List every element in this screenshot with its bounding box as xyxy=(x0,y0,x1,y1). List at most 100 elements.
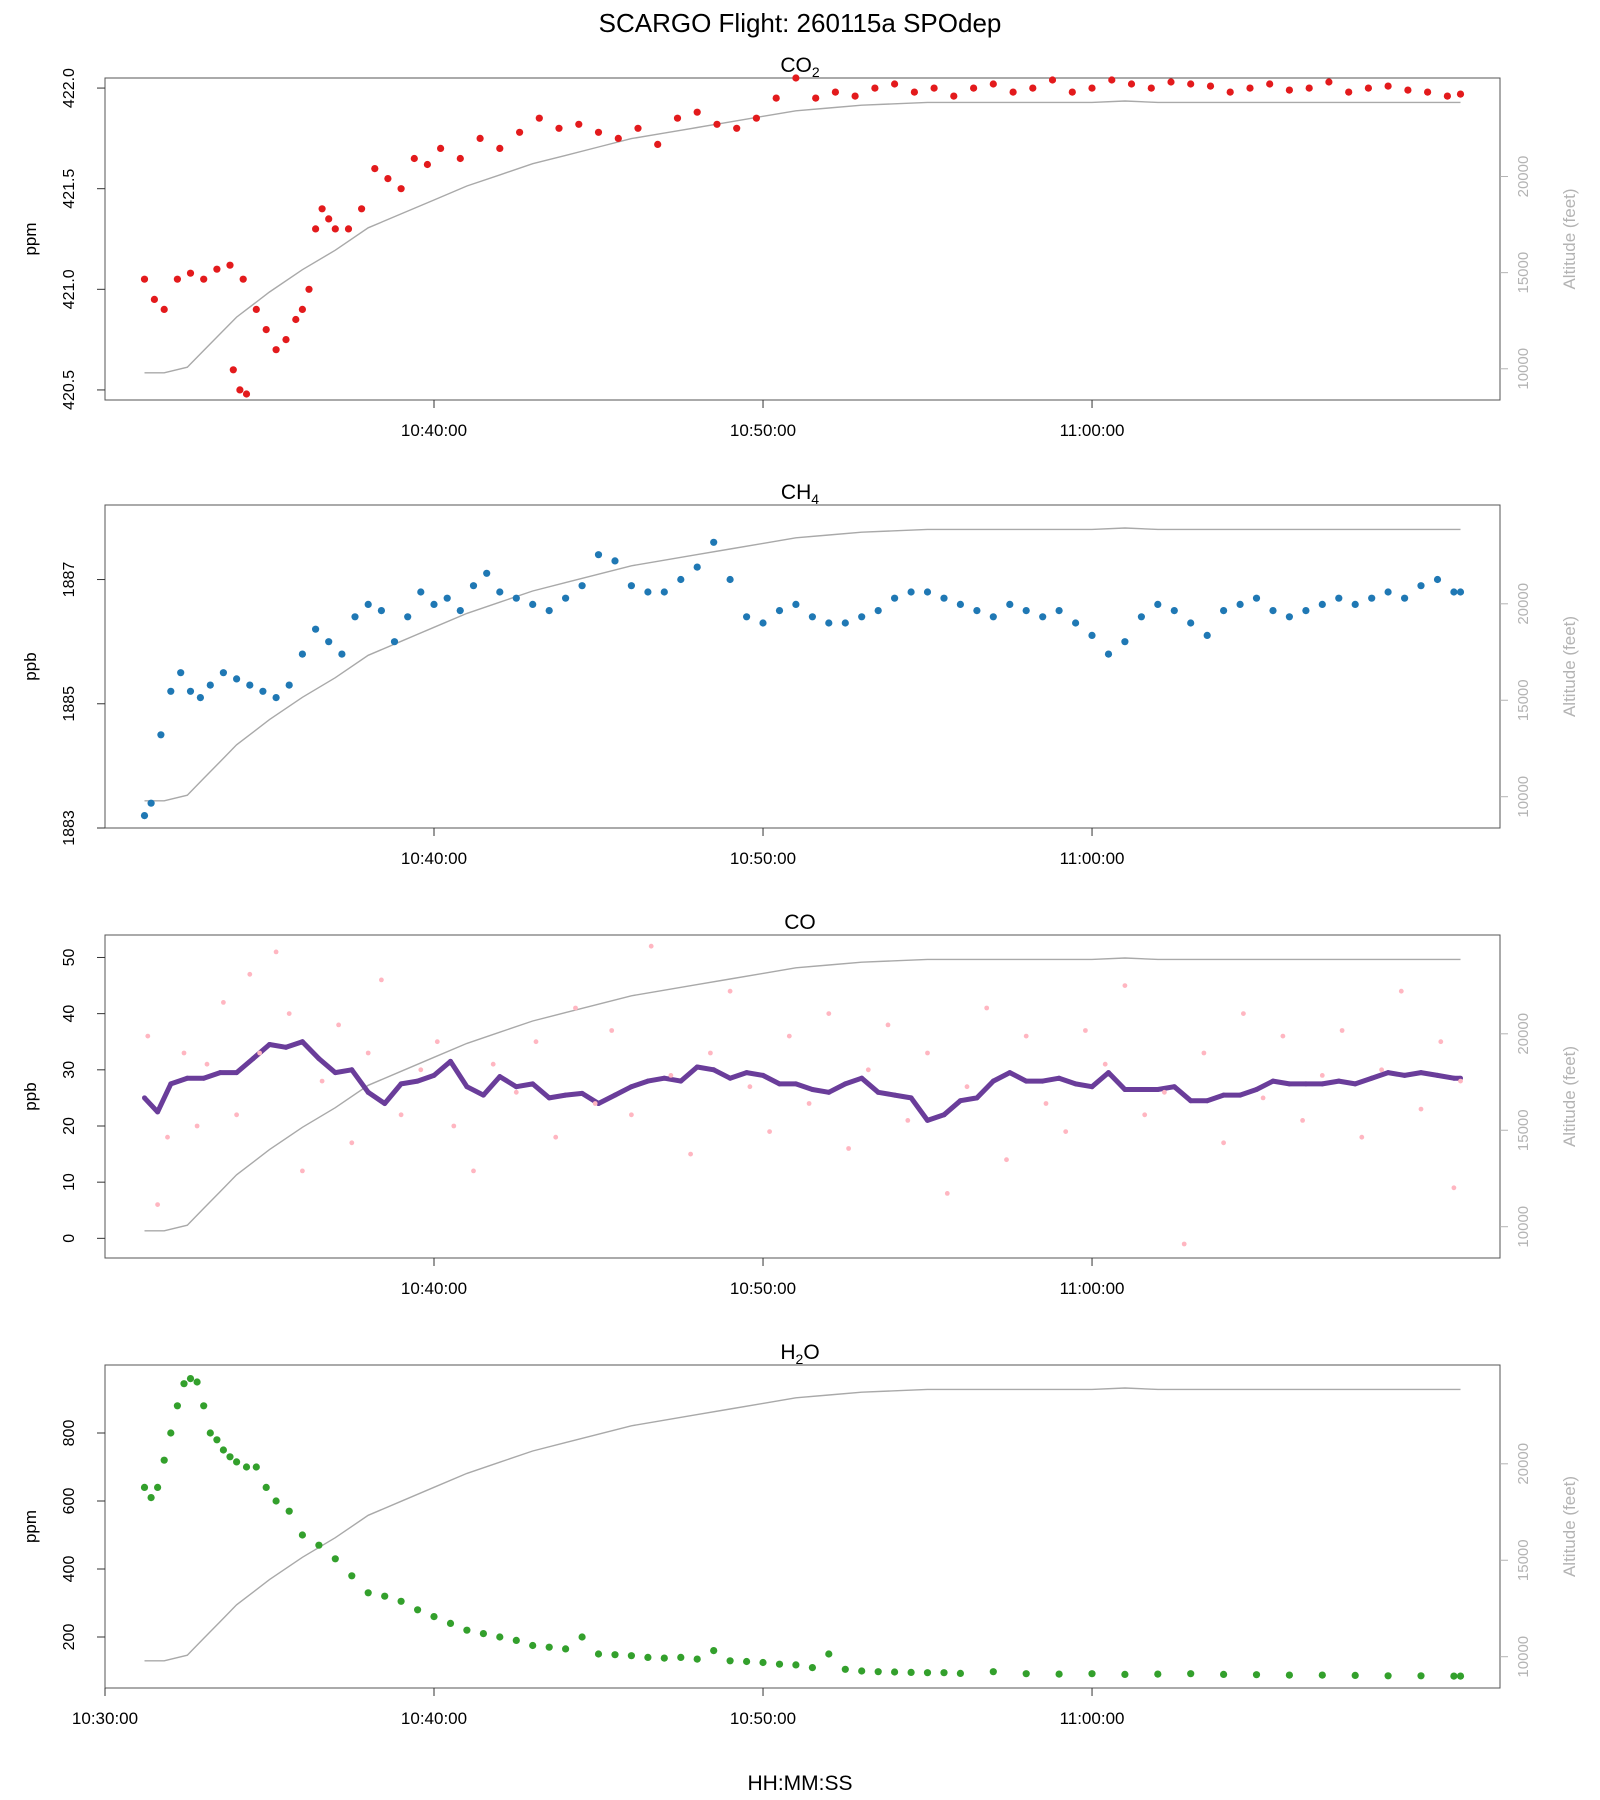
x-tick-label: 10:30:00 xyxy=(72,1709,138,1728)
data-point xyxy=(930,84,938,92)
data-point xyxy=(1458,1078,1463,1084)
data-point xyxy=(448,1058,453,1064)
data-point xyxy=(874,607,882,615)
data-point xyxy=(710,1647,718,1655)
data-point xyxy=(1122,983,1128,988)
data-point xyxy=(430,600,438,609)
data-point xyxy=(1305,84,1313,92)
data-point xyxy=(226,261,234,269)
data-point xyxy=(553,1134,559,1140)
data-point xyxy=(382,1101,388,1106)
data-point xyxy=(186,269,195,277)
data-point xyxy=(257,1050,262,1056)
data-point xyxy=(874,1668,882,1676)
y2-axis-label: Altitude (feet) xyxy=(1560,1476,1579,1577)
series-co-raw xyxy=(145,943,1463,1247)
y-tick-label: 420.5 xyxy=(61,370,78,410)
data-point xyxy=(298,650,306,658)
figure-title: SCARGO Flight: 260115a SPOdep xyxy=(599,8,1002,38)
data-point xyxy=(1088,1670,1096,1678)
y2-tick-label: 15000 xyxy=(1515,252,1532,294)
data-point xyxy=(331,225,339,233)
data-point xyxy=(1252,1671,1261,1679)
data-point xyxy=(358,205,366,213)
data-point xyxy=(644,1653,652,1661)
data-point xyxy=(984,1005,990,1011)
data-point xyxy=(483,569,491,577)
data-point xyxy=(1246,84,1254,92)
data-point xyxy=(1043,1101,1049,1106)
data-point xyxy=(1204,1098,1210,1104)
y-tick-label: 400 xyxy=(61,1556,78,1583)
data-point xyxy=(1369,1075,1375,1081)
data-point xyxy=(964,1084,970,1090)
data-point xyxy=(1236,600,1244,609)
y-axis-label: ppm xyxy=(21,1510,40,1543)
data-point xyxy=(1055,607,1063,615)
y2-axis-label: Altitude (feet) xyxy=(1560,188,1579,289)
data-point xyxy=(1040,1078,1046,1084)
data-point xyxy=(456,154,464,163)
data-point xyxy=(200,275,208,283)
data-point xyxy=(760,1072,766,1078)
data-point xyxy=(167,1429,175,1437)
data-point xyxy=(535,114,543,122)
data-point xyxy=(160,1456,168,1464)
data-point xyxy=(1108,76,1116,84)
data-point xyxy=(1106,1070,1111,1076)
data-point xyxy=(1384,588,1392,596)
data-point xyxy=(451,1123,457,1129)
data-point xyxy=(677,575,685,584)
data-point xyxy=(529,600,537,609)
data-point xyxy=(634,124,642,132)
data-point xyxy=(262,1483,270,1491)
data-point xyxy=(923,588,932,596)
data-point xyxy=(1102,1061,1108,1067)
data-point xyxy=(1220,1670,1228,1678)
data-point xyxy=(147,1494,155,1502)
data-point xyxy=(246,681,254,689)
data-point xyxy=(1181,1241,1187,1247)
data-point xyxy=(193,1378,201,1386)
data-point xyxy=(892,1092,898,1098)
data-point xyxy=(1022,1670,1030,1678)
data-point xyxy=(891,1668,899,1676)
panel-title-main: CO xyxy=(780,54,812,77)
data-point xyxy=(298,305,306,313)
y-tick-label: 422.0 xyxy=(61,68,78,108)
data-point xyxy=(925,1050,930,1056)
data-point xyxy=(891,594,899,602)
data-point xyxy=(733,124,741,132)
series-co-smoothed xyxy=(142,1039,1463,1123)
data-point xyxy=(150,295,158,303)
data-point xyxy=(694,1064,700,1070)
data-point xyxy=(858,1667,866,1675)
data-point xyxy=(891,80,899,88)
data-point xyxy=(186,1375,195,1383)
panel-title: CO xyxy=(784,911,816,934)
data-point xyxy=(578,582,586,590)
x-tick-label: 10:40:00 xyxy=(401,849,467,868)
y-tick-label: 1883 xyxy=(61,810,78,846)
data-point xyxy=(759,1658,767,1667)
data-point xyxy=(660,1654,668,1662)
data-point xyxy=(1404,86,1412,94)
y2-tick-label: 15000 xyxy=(1515,1539,1532,1581)
y-tick-label: 50 xyxy=(61,948,78,966)
data-point xyxy=(727,1075,733,1081)
data-point xyxy=(204,1061,210,1067)
data-point xyxy=(925,1117,930,1123)
data-point xyxy=(611,557,619,565)
data-point xyxy=(644,588,652,596)
data-point xyxy=(365,1050,371,1056)
data-point xyxy=(941,1112,947,1118)
data-point xyxy=(711,1067,717,1073)
data-point xyxy=(262,326,270,334)
x-tick-label: 11:00:00 xyxy=(1060,1279,1125,1298)
y2-tick-label: 20000 xyxy=(1515,583,1532,625)
data-point xyxy=(950,92,958,100)
data-point xyxy=(1384,1672,1392,1680)
data-point xyxy=(989,1668,997,1676)
y-tick-label: 30 xyxy=(61,1061,78,1079)
panel-title-main: CO xyxy=(784,911,816,934)
